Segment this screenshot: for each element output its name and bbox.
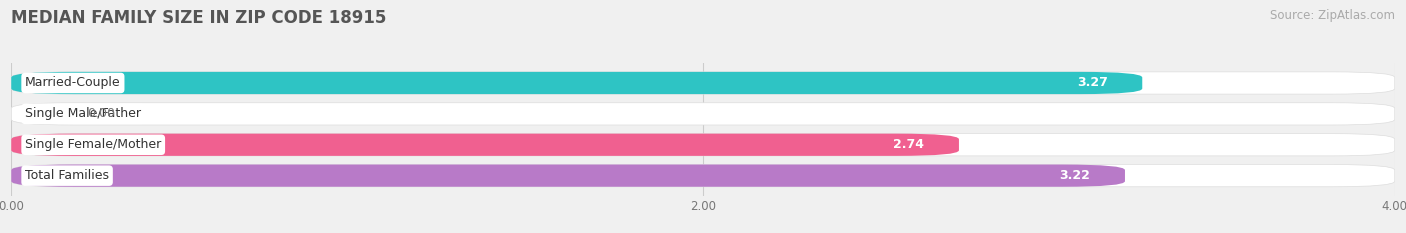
Text: Source: ZipAtlas.com: Source: ZipAtlas.com	[1270, 9, 1395, 22]
FancyBboxPatch shape	[11, 164, 1395, 187]
FancyBboxPatch shape	[11, 72, 1395, 94]
Text: 3.27: 3.27	[1077, 76, 1108, 89]
Text: Total Families: Total Families	[25, 169, 110, 182]
Text: 3.22: 3.22	[1060, 169, 1091, 182]
Text: Married-Couple: Married-Couple	[25, 76, 121, 89]
FancyBboxPatch shape	[11, 134, 959, 156]
FancyBboxPatch shape	[11, 72, 1142, 94]
FancyBboxPatch shape	[11, 164, 1125, 187]
Text: 2.74: 2.74	[893, 138, 924, 151]
Text: Single Male/Father: Single Male/Father	[25, 107, 141, 120]
Text: MEDIAN FAMILY SIZE IN ZIP CODE 18915: MEDIAN FAMILY SIZE IN ZIP CODE 18915	[11, 9, 387, 27]
FancyBboxPatch shape	[11, 103, 1395, 125]
FancyBboxPatch shape	[11, 134, 1395, 156]
Text: Single Female/Mother: Single Female/Mother	[25, 138, 162, 151]
Text: 0.00: 0.00	[87, 107, 115, 120]
